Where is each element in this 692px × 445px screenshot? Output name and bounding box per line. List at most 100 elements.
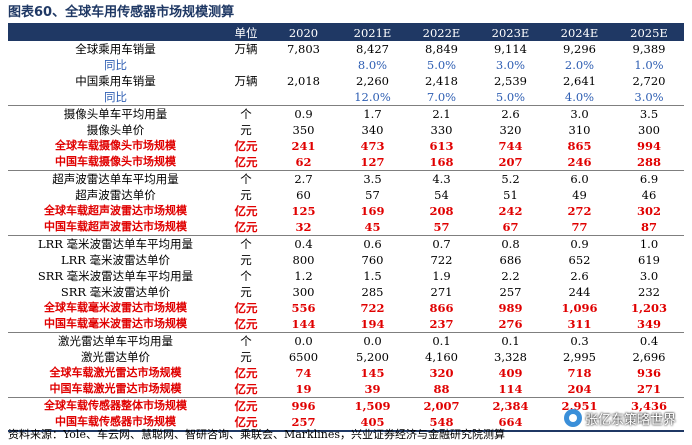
header-year: 2024E <box>545 25 614 41</box>
row-value: 168 <box>429 155 454 169</box>
row-label: 全球车载摄像头市场规模 <box>55 139 176 152</box>
row-value: 0.1 <box>476 332 545 349</box>
row-value: 2,696 <box>632 350 666 364</box>
row-value: 51 <box>503 188 518 202</box>
row-label: 中国车载毫米波雷达市场规模 <box>44 317 187 330</box>
row-value: 409 <box>498 366 523 380</box>
row-value: 3,436 <box>614 397 684 414</box>
row-value <box>269 89 338 106</box>
row-value: 718 <box>567 366 592 380</box>
row-label: 中国车载传感器市场规模 <box>8 414 223 432</box>
row-value: 865 <box>567 139 592 153</box>
table-row: 全球车载摄像头市场规模 亿元 241 473 613 744 865 994 <box>8 138 684 154</box>
row-value: 144 <box>291 317 316 331</box>
row-value: 246 <box>567 155 592 169</box>
row-value: 664 <box>476 414 545 432</box>
row-value: 39 <box>364 382 381 396</box>
row-value: 2,539 <box>494 74 527 88</box>
table-row: LRR 毫米波雷达单车平均用量个 0.4 0.6 0.7 0.8 0.9 1.0 <box>8 235 684 252</box>
row-value: 3.0% <box>495 58 526 72</box>
row-label: 中国车载摄像头市场规模 <box>55 155 176 168</box>
row-value: 619 <box>638 253 660 267</box>
row-label: 同比 <box>104 90 127 104</box>
row-value: 936 <box>636 366 661 380</box>
row-value: 2.6 <box>570 269 589 283</box>
row-value: 2.7 <box>269 170 338 187</box>
row-value: 0.7 <box>407 235 476 252</box>
row-value: 288 <box>636 155 661 169</box>
header-year: 2023E <box>476 25 545 41</box>
row-value: 2,641 <box>563 74 596 88</box>
row-value: 5.2 <box>476 170 545 187</box>
header-year: 2020 <box>269 25 338 41</box>
row-unit: 元 <box>240 350 252 364</box>
row-value: 32 <box>295 220 312 234</box>
row-label: 中国乘用车销量 <box>75 74 156 88</box>
table-row: 中国车载超声波雷达市场规模 亿元 32 45 57 67 77 87 <box>8 219 684 236</box>
row-value: 3.0 <box>545 105 614 122</box>
row-value: 0.0 <box>269 332 338 349</box>
row-unit: 亿元 <box>234 366 258 380</box>
row-value: 0.4 <box>269 235 338 252</box>
row-value: 320 <box>499 123 522 137</box>
header-label-cell <box>8 25 223 41</box>
row-value: 285 <box>361 285 384 299</box>
row-value: 67 <box>502 220 519 234</box>
row-value: 74 <box>295 366 312 380</box>
watermark-text: 张亿东策略世界 <box>584 412 676 428</box>
row-value: 350 <box>292 123 315 137</box>
table-row: 中国车载毫米波雷达市场规模 亿元 144 194 237 276 311 349 <box>8 316 684 333</box>
table-row: LRR 毫米波雷达单价 元 800 760 722 686 652 619 <box>8 252 684 268</box>
row-value: 0.0 <box>338 332 407 349</box>
row-label: 同比 <box>104 58 127 72</box>
row-value: 2,018 <box>287 74 320 88</box>
row-value: 3,328 <box>494 350 527 364</box>
row-value: 9,389 <box>632 42 666 56</box>
row-value: 7,803 <box>287 42 320 56</box>
row-value: 60 <box>296 188 311 202</box>
row-value: 237 <box>429 317 454 331</box>
row-value: 6500 <box>288 350 319 364</box>
row-value: 1.9 <box>432 269 451 283</box>
row-value: 49 <box>572 188 587 202</box>
row-value: 1,509 <box>338 397 407 414</box>
source-note: 资料来源：Yole、车云网、慧聪网、智研咨询、乘联会、Marklines，兴业证… <box>8 428 505 441</box>
row-value: 0.3 <box>545 332 614 349</box>
table-row: 中国车载激光雷达市场规模 亿元 19 39 88 114 204 271 <box>8 381 684 398</box>
row-value: 722 <box>360 301 385 315</box>
row-label: 激光雷达单车平均用量 <box>8 332 223 349</box>
row-value: 330 <box>430 123 453 137</box>
row-value: 8.0% <box>357 58 388 72</box>
row-unit: 个 <box>223 105 269 122</box>
row-value: 54 <box>434 188 449 202</box>
row-value: 0.9 <box>545 235 614 252</box>
header-year: 2021E <box>338 25 407 41</box>
row-value: 3.0% <box>634 90 664 104</box>
row-value: 613 <box>429 139 454 153</box>
row-value: 9,296 <box>563 42 596 56</box>
row-unit: 亿元 <box>234 220 258 234</box>
row-value: 2,260 <box>356 74 389 88</box>
table-row: 中国车载传感器市场规模 亿元 257 405 548 664 <box>8 414 684 432</box>
row-value: 244 <box>568 285 591 299</box>
row-value: 57 <box>433 220 450 234</box>
row-value: 0.6 <box>338 235 407 252</box>
row-value: 0.1 <box>407 332 476 349</box>
row-value: 3.0 <box>639 269 659 283</box>
row-value: 114 <box>498 382 523 396</box>
row-value: 1.2 <box>294 269 313 283</box>
row-value: 349 <box>636 317 661 331</box>
row-label: 摄像头单车平均用量 <box>8 105 223 122</box>
row-value: 241 <box>291 139 316 153</box>
row-label: 超声波雷达单价 <box>75 188 156 202</box>
row-value <box>269 57 338 73</box>
row-label: 中国车载激光雷达市场规模 <box>49 382 182 395</box>
row-value: 1.5 <box>363 269 382 283</box>
row-label: SRR 毫米波雷达单价 <box>60 285 171 299</box>
row-value: 652 <box>568 253 591 267</box>
row-unit: 元 <box>240 253 252 267</box>
row-value: 5.0% <box>495 90 526 104</box>
row-value: 0.9 <box>269 105 338 122</box>
table-row: 全球车载超声波雷达市场规模 亿元 125 169 208 242 272 302 <box>8 203 684 219</box>
row-unit: 万辆 <box>234 74 258 88</box>
